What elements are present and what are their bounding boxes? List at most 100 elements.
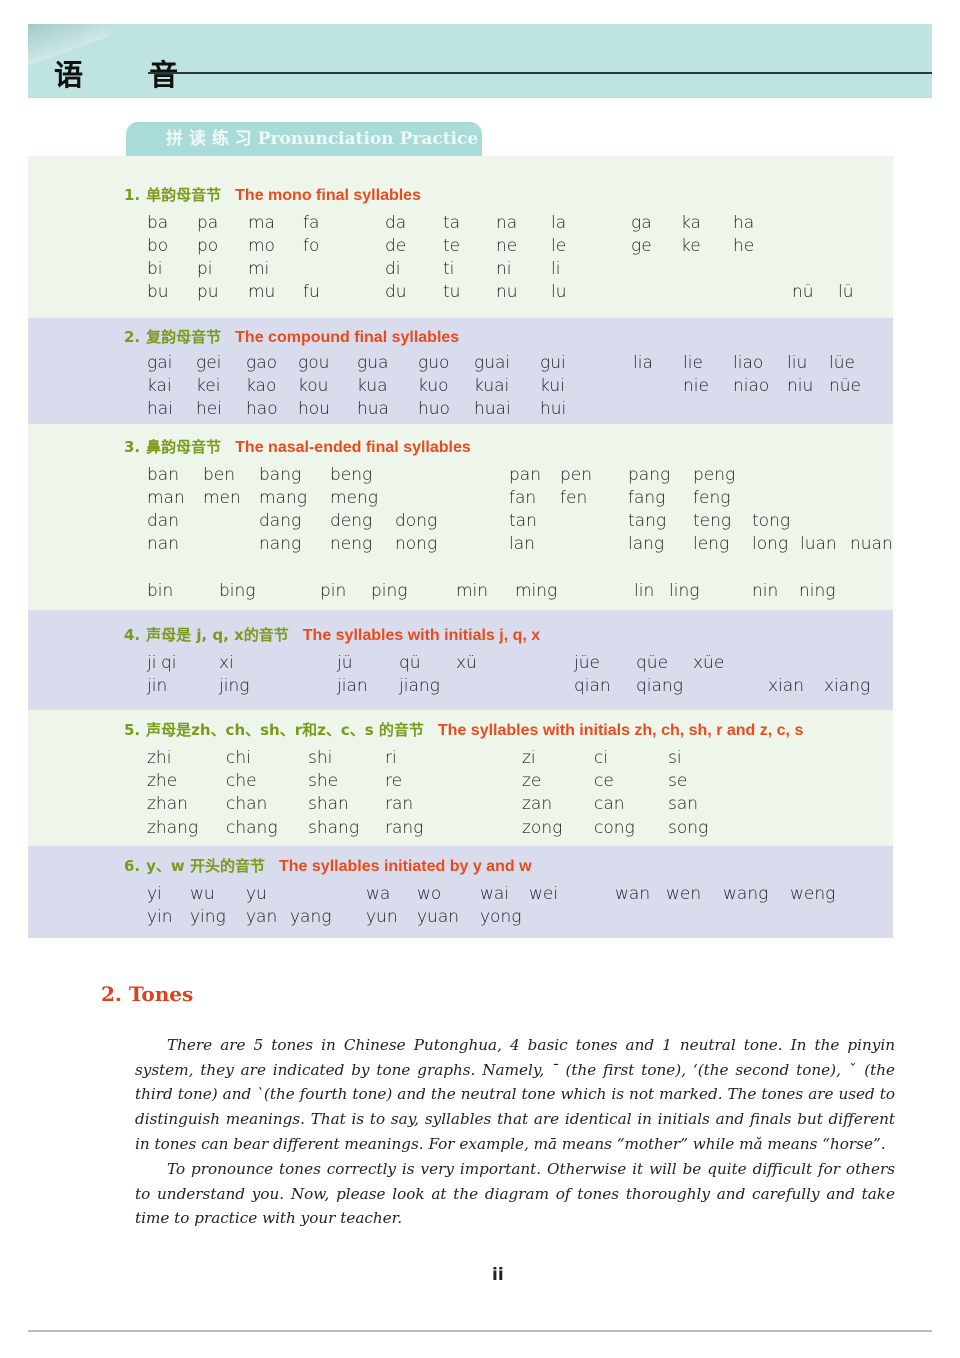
syllable: se (668, 771, 688, 791)
page-number: ii (492, 1265, 504, 1285)
syllable: mo (248, 236, 275, 256)
bottom-rule (28, 1330, 932, 1332)
syllable: kei (196, 376, 221, 396)
syllable: bi (147, 259, 163, 279)
syllable: wen (666, 884, 702, 904)
syllable: cong (594, 818, 635, 838)
syllable: la (551, 213, 567, 233)
section-heading: 1. 单韵母音节 The mono final syllables (124, 184, 421, 205)
section-title-chinese: 声母是 j, q, x的音节 (146, 626, 289, 644)
section-title-chinese: 鼻韵母音节 (146, 438, 222, 456)
syllable: chan (226, 794, 268, 814)
section-title-english: The syllables initiated by y and w (279, 858, 532, 875)
syllable: fa (303, 213, 320, 233)
syllable: yin (147, 907, 173, 927)
syllable: na (496, 213, 518, 233)
syllable: nin (752, 581, 779, 601)
syllable: shi (308, 748, 333, 768)
syllable: hai (147, 399, 173, 419)
syllable: ka (681, 213, 701, 233)
syllable: wo (417, 884, 442, 904)
syllable: pan (509, 465, 541, 485)
syllable: liu (787, 353, 808, 373)
syllable: fu (303, 282, 320, 302)
syllable: nan (147, 534, 179, 554)
syllable: fen (560, 488, 588, 508)
syllable: jing (219, 676, 250, 696)
syllable: can (594, 794, 625, 814)
syllable: nu (496, 282, 518, 302)
syllable: jian (337, 676, 368, 696)
syllable: ben (203, 465, 236, 485)
syllable: chi (226, 748, 251, 768)
syllable: tong (752, 511, 791, 531)
syllable: ti (443, 259, 455, 279)
syllable: min (456, 581, 489, 601)
syllable: da (385, 213, 407, 233)
syllable: she (308, 771, 339, 791)
syllable: san (668, 794, 699, 814)
syllable: xüe (693, 653, 725, 673)
syllable: kua (357, 376, 388, 396)
syllable: kai (147, 376, 172, 396)
section-title-english: The nasal-ended final syllables (235, 439, 471, 456)
syllable: ni (496, 259, 512, 279)
syllable: qü (399, 653, 421, 673)
syllable: du (385, 282, 407, 302)
section-number: 5. (124, 721, 141, 739)
syllable: yun (366, 907, 398, 927)
syllable: ming (515, 581, 558, 601)
syllable: po (197, 236, 219, 256)
syllable: di (385, 259, 401, 279)
syllable: wai (480, 884, 510, 904)
tones-paragraph-1: There are 5 tones in Chinese Putonghua, … (135, 1036, 895, 1153)
tones-heading: 2. Tones (101, 982, 194, 1006)
syllable: lu (551, 282, 567, 302)
syllable: ri (385, 748, 397, 768)
syllable: gui (540, 353, 566, 373)
syllable: zhe (147, 771, 178, 791)
syllable: gua (357, 353, 389, 373)
syllable: ci (594, 748, 609, 768)
syllable: yang (290, 907, 332, 927)
syllable: xiang (824, 676, 871, 696)
syllable: lie (683, 353, 703, 373)
syllable: huai (474, 399, 511, 419)
syllable: wan (615, 884, 651, 904)
syllable: ban (147, 465, 179, 485)
title-rule (148, 72, 932, 74)
syllable: bin (147, 581, 174, 601)
section-number: 1. (124, 186, 141, 204)
syllable: meng (330, 488, 378, 508)
syllable: dang (259, 511, 302, 531)
syllable: pu (197, 282, 219, 302)
header-band (28, 24, 932, 98)
syllable: jin (147, 676, 168, 696)
tones-paragraph-2: To pronounce tones correctly is very imp… (135, 1160, 895, 1228)
syllable: pang (628, 465, 671, 485)
section-title-chinese: 单韵母音节 (146, 186, 222, 204)
syllable: deng (330, 511, 373, 531)
syllable: ta (443, 213, 461, 233)
syllable: bing (219, 581, 256, 601)
syllable: yu (246, 884, 267, 904)
syllable: dan (147, 511, 179, 531)
syllable: hao (246, 399, 278, 419)
syllable: ga (631, 213, 652, 233)
syllable: pa (197, 213, 219, 233)
syllable: ke (681, 236, 701, 256)
syllable: mang (259, 488, 307, 508)
syllable: yan (246, 907, 278, 927)
syllable: mi (248, 259, 270, 279)
syllable: beng (330, 465, 373, 485)
section-heading: 4. 声母是 j, q, x的音节 The syllables with initi… (124, 624, 540, 645)
syllable: huo (418, 399, 450, 419)
section-title-chinese: 复韵母音节 (146, 328, 222, 346)
syllable: zhang (147, 818, 199, 838)
syllable: pen (560, 465, 593, 485)
syllable: yong (480, 907, 522, 927)
syllable: peng (693, 465, 736, 485)
syllable: xü (456, 653, 477, 673)
syllable: yi (147, 884, 162, 904)
